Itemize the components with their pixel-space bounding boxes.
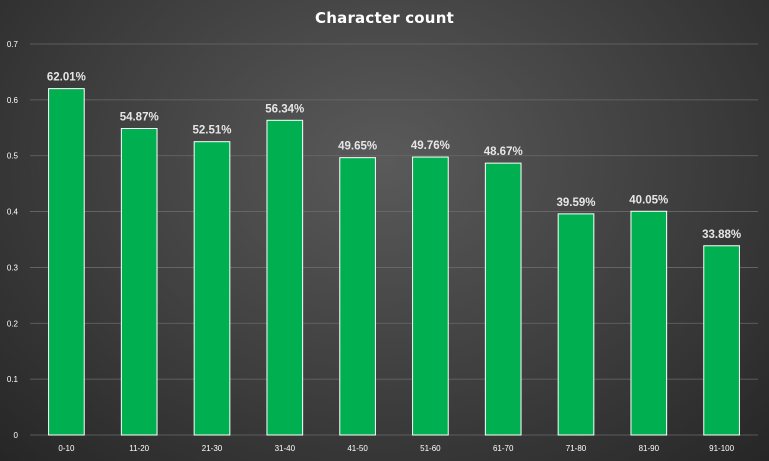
y-tick-label: 0.6 (7, 96, 19, 105)
y-tick-label: 0.3 (7, 263, 19, 272)
data-label: 62.01% (47, 72, 86, 84)
x-tick-label: 41-50 (347, 444, 368, 453)
y-tick-label: 0.1 (7, 375, 19, 384)
data-label: 40.05% (629, 194, 668, 206)
x-tick-label: 71-80 (566, 444, 587, 453)
y-axis-ticks: 0 0.1 0.2 0.3 0.4 0.5 0.6 0.7 (7, 40, 19, 440)
bar (339, 157, 376, 436)
x-tick-label: 0-10 (58, 444, 75, 453)
y-tick-label: 0.7 (7, 40, 19, 49)
x-tick-label: 21-30 (202, 444, 223, 453)
bar (412, 156, 449, 436)
bar (703, 245, 740, 436)
data-label: 49.76% (411, 140, 450, 152)
chart-title: Character count (315, 9, 454, 27)
data-label: 52.51% (192, 125, 231, 137)
bars (48, 88, 740, 436)
data-label: 54.87% (120, 112, 159, 124)
bar (484, 162, 522, 436)
data-label: 39.59% (556, 197, 595, 209)
bar (120, 128, 158, 436)
data-label: 48.67% (484, 146, 523, 158)
y-tick-label: 0.2 (7, 319, 19, 328)
x-tick-label: 91-100 (709, 444, 734, 453)
x-axis-ticks: 0-10 11-20 21-30 31-40 41-50 51-60 61-70 71-80 8… (58, 444, 734, 453)
data-label: 56.34% (265, 103, 304, 115)
data-labels: 62.01% 54.87% 52.51% 56.34% 49.65% 49.76% 48.6… (47, 72, 741, 241)
data-label: 49.65% (338, 141, 377, 153)
y-tick-label: 0.4 (7, 208, 19, 217)
bar (630, 210, 668, 436)
x-tick-label: 81-90 (639, 444, 660, 453)
bar (48, 88, 85, 436)
x-tick-label: 51-60 (420, 444, 441, 453)
bar (266, 119, 304, 436)
data-label: 33.88% (702, 229, 741, 241)
bar (193, 141, 231, 436)
y-tick-label: 0 (14, 431, 19, 440)
x-tick-label: 61-70 (493, 444, 514, 453)
y-tick-label: 0.5 (7, 152, 19, 161)
x-tick-label: 11-20 (129, 444, 149, 453)
bar (557, 213, 595, 436)
x-tick-label: 31-40 (275, 444, 296, 453)
